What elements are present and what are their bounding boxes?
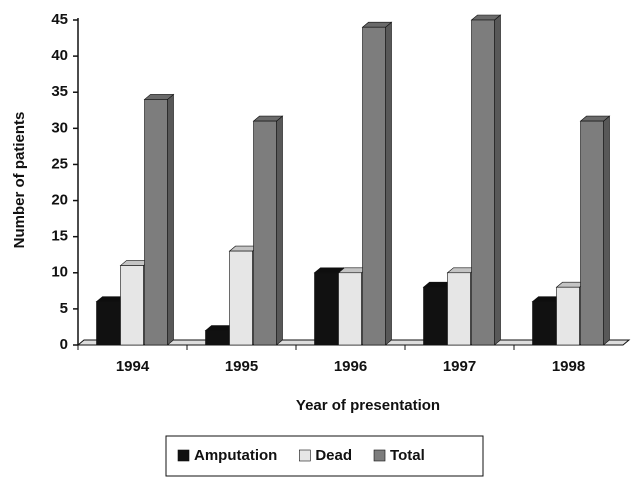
bar	[532, 301, 556, 346]
y-tick-label: 25	[51, 155, 68, 172]
y-tick-label: 45	[51, 11, 68, 28]
y-tick-label: 5	[60, 300, 68, 317]
bar	[447, 272, 471, 346]
legend-label: Total	[390, 447, 425, 464]
x-tick-label: 1994	[116, 358, 150, 375]
y-tick-label: 10	[51, 264, 68, 281]
bar-side	[603, 115, 610, 346]
legend-label: Dead	[315, 447, 352, 464]
bar-side	[494, 14, 501, 346]
bar	[120, 265, 144, 346]
bar-side	[276, 115, 283, 346]
bar	[556, 286, 580, 346]
y-tick-label: 0	[60, 336, 68, 353]
legend-label: Amputation	[194, 447, 277, 464]
y-axis-label: Number of patients	[11, 112, 28, 249]
legend-swatch	[299, 449, 311, 462]
bar	[144, 99, 168, 346]
bar	[253, 120, 277, 346]
bar	[338, 272, 362, 346]
bar	[362, 26, 386, 346]
bar	[96, 301, 120, 346]
x-tick-label: 1996	[334, 358, 367, 375]
x-tick-label: 1997	[443, 358, 476, 375]
y-tick-label: 35	[51, 83, 68, 100]
legend-box	[165, 435, 484, 477]
y-tick-label: 15	[51, 228, 68, 245]
x-tick-label: 1998	[552, 358, 585, 375]
x-tick-label: 1995	[225, 358, 258, 375]
y-tick-label: 30	[51, 119, 68, 136]
bar	[314, 272, 338, 346]
bar	[205, 330, 229, 346]
bar-side	[167, 93, 174, 346]
legend-swatch	[177, 449, 190, 462]
y-tick-label: 20	[51, 192, 68, 209]
y-tick-label: 40	[51, 47, 68, 64]
x-axis-label: Year of presentation	[296, 397, 440, 414]
bar	[229, 250, 253, 346]
legend-swatch	[373, 449, 386, 462]
bar	[580, 120, 604, 346]
bar	[471, 19, 495, 346]
bar-side	[385, 21, 392, 346]
bar	[423, 286, 447, 346]
